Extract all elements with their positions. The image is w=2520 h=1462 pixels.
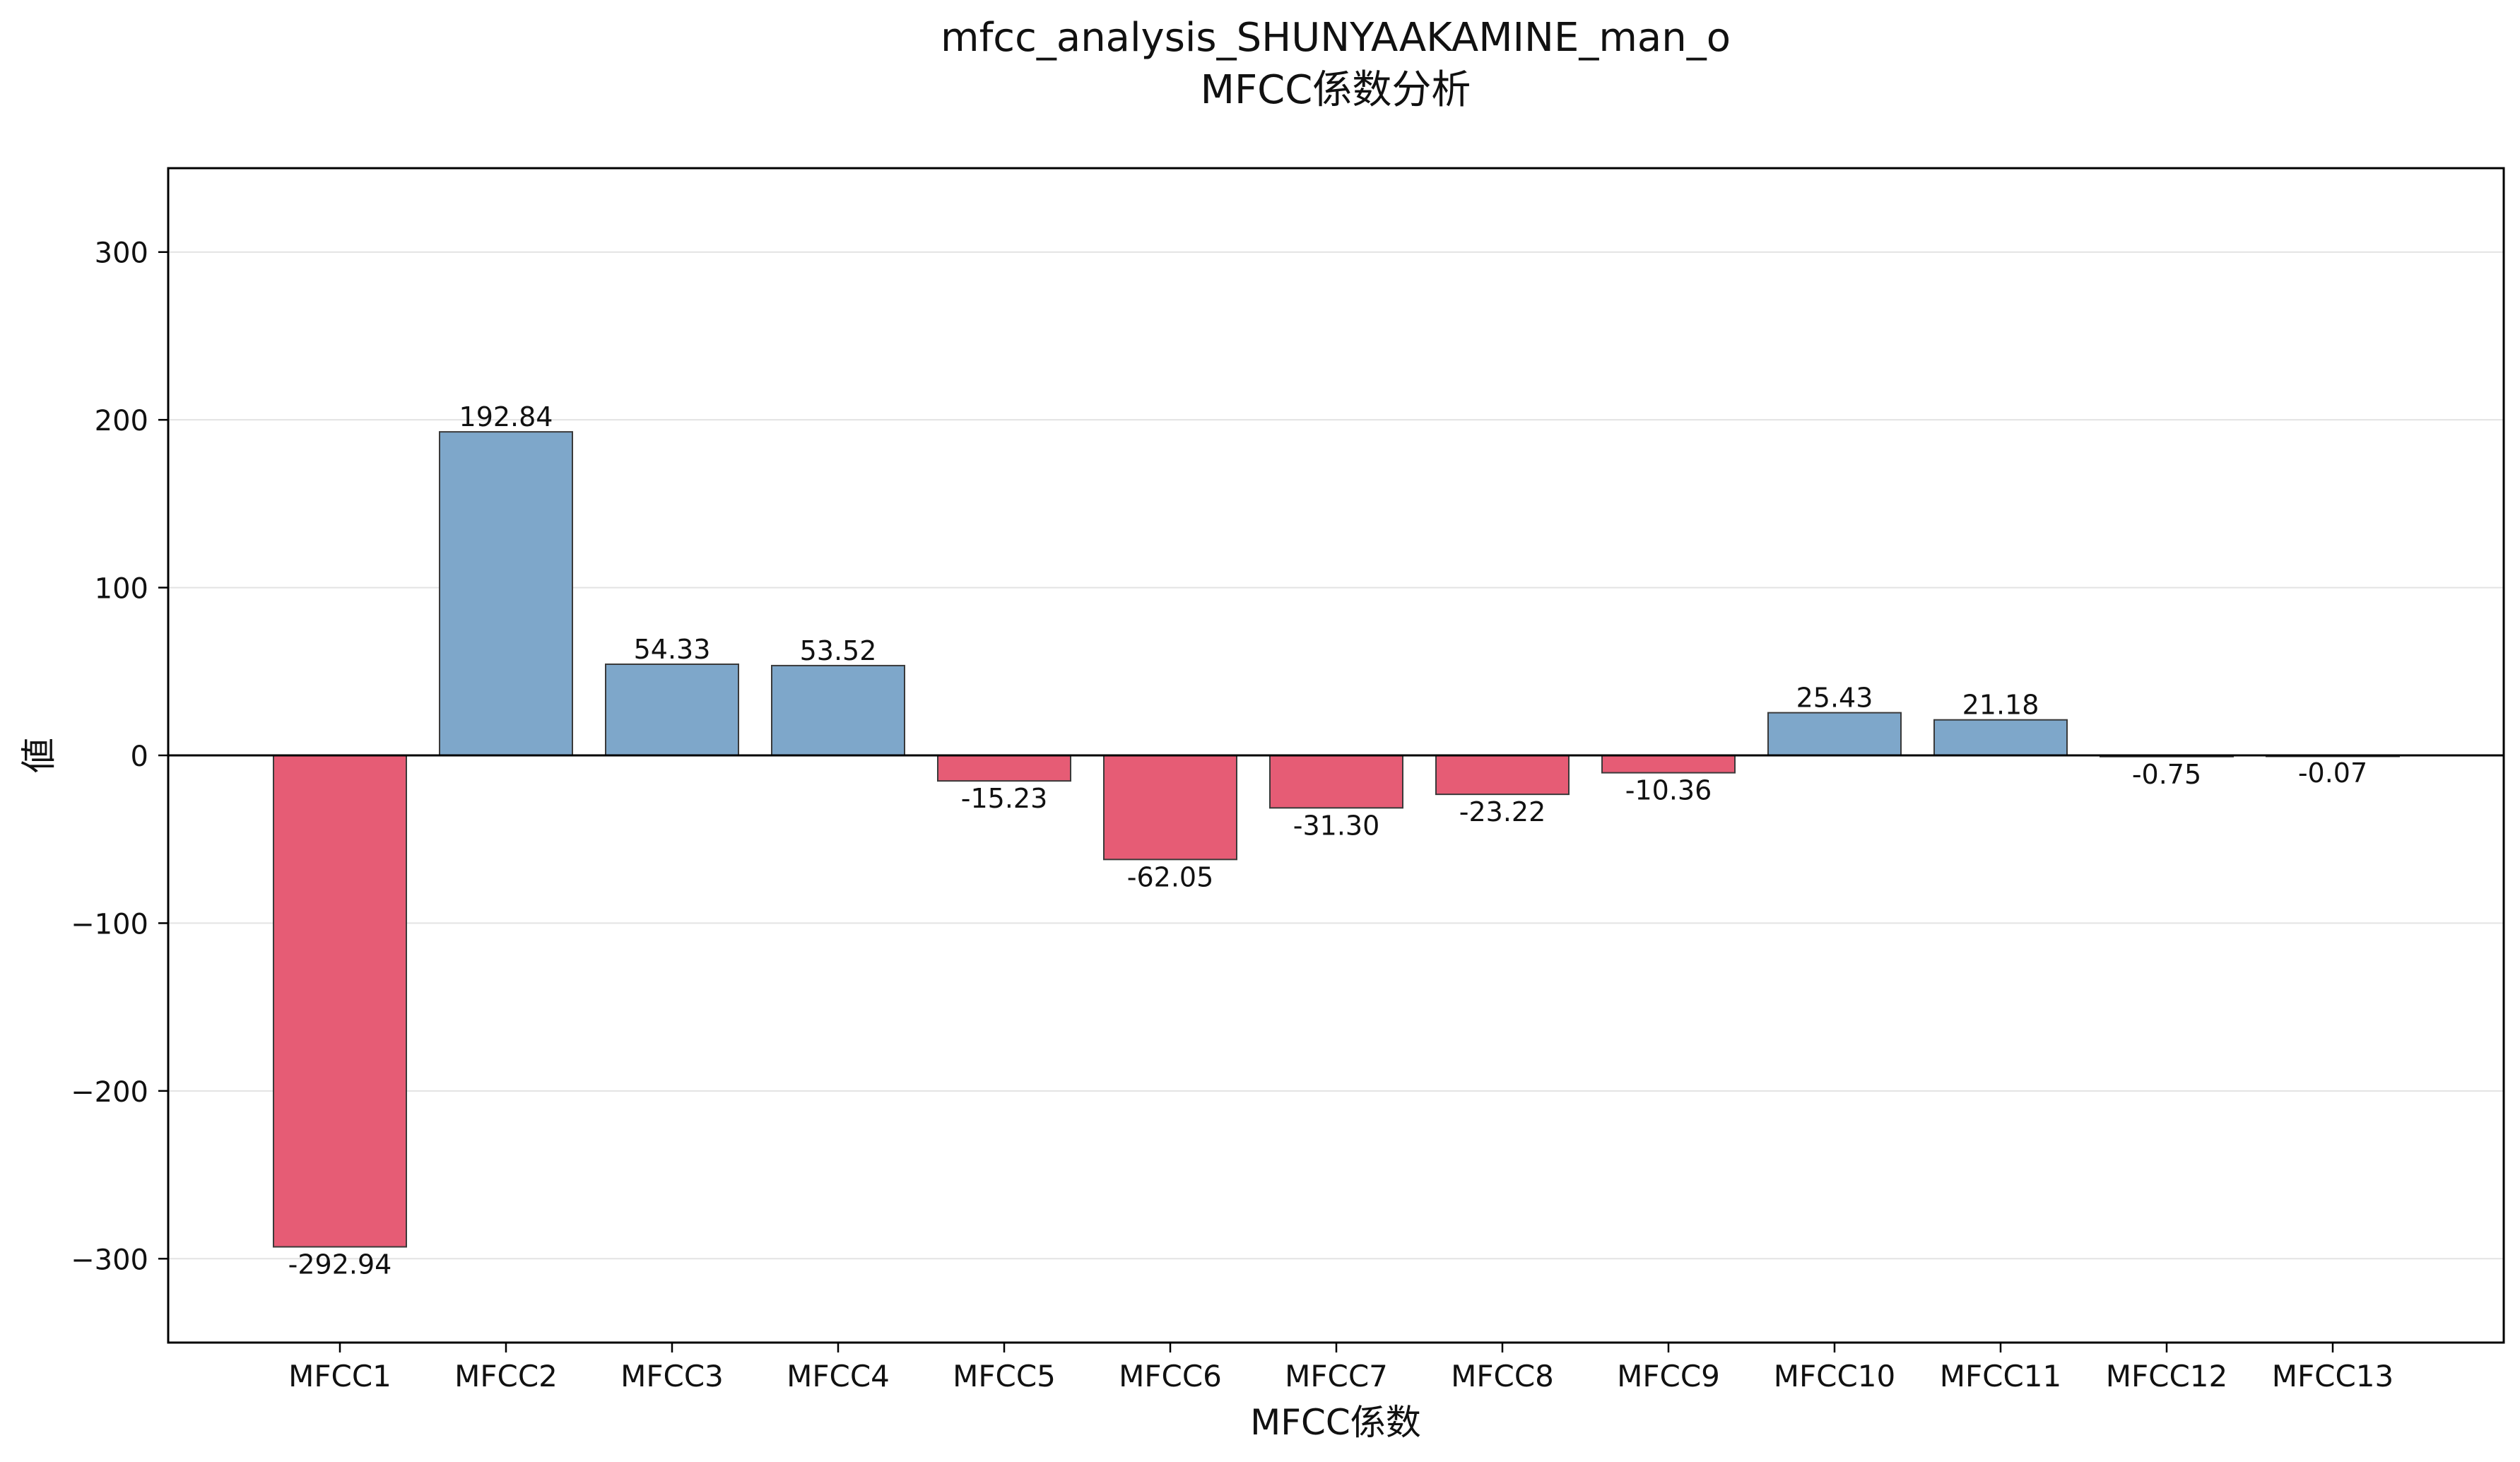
bar-mfcc7 [1269,755,1403,809]
data-label-mfcc3: 54.33 [634,634,711,665]
data-label-mfcc7: -31.30 [1293,810,1380,841]
data-label-mfcc5: -15.23 [961,783,1048,814]
data-label-mfcc10: 25.43 [1796,683,1873,714]
bars [273,431,2400,1248]
y-tick-label: 0 [131,741,148,773]
x-tick-label: MFCC4 [787,1359,890,1393]
y-axis-ticks: 300 200 100 0 −100 −200 −300 [71,237,168,1276]
bar-mfcc10 [1767,712,1902,756]
x-tick-label: MFCC10 [1774,1359,1896,1393]
data-label-mfcc4: 53.52 [800,635,877,666]
y-tick-label: −100 [71,908,148,941]
x-tick-label: MFCC7 [1285,1359,1388,1393]
y-tick-label: 300 [95,237,148,270]
y-tick-label: 100 [95,573,148,606]
y-tick-label: 200 [95,405,148,437]
bar-mfcc5 [937,755,1071,782]
x-tick-label: MFCC5 [953,1359,1056,1393]
chart-subtitle: MFCC係数分析 [1201,67,1471,113]
data-label-mfcc6: -62.05 [1127,861,1214,892]
bar-mfcc3 [605,664,739,757]
plot-frame [167,167,2505,1344]
bar-mfcc11 [1933,719,2068,757]
chart-title: mfcc_analysis_SHUNYAAKAMINE_man_o [941,15,1731,61]
y-tick-label: −300 [71,1244,148,1276]
y-axis-title: 値 [18,738,59,773]
bar-mfcc4 [771,664,905,756]
x-axis-title: MFCC係数 [1250,1402,1421,1443]
bar-mfcc1 [273,755,407,1248]
x-tick-label: MFCC13 [2272,1359,2394,1393]
data-label-mfcc2: 192.84 [459,401,553,432]
bar-mfcc6 [1103,755,1237,861]
data-label-mfcc9: -10.36 [1625,775,1712,806]
x-tick-label: MFCC2 [454,1359,558,1393]
x-tick-label: MFCC3 [620,1359,724,1393]
data-label-mfcc8: -23.22 [1459,796,1546,827]
data-label-mfcc1: -292.94 [288,1249,392,1280]
data-label-mfcc12: -0.75 [2132,759,2201,790]
bar-mfcc9 [1601,755,1736,774]
x-tick-label: MFCC9 [1617,1359,1720,1393]
x-tick-label: MFCC1 [288,1359,391,1393]
data-label-mfcc13: -0.07 [2298,757,2367,789]
x-tick-label: MFCC11 [1940,1359,2062,1393]
x-tick-label: MFCC8 [1451,1359,1554,1393]
data-labels: -292.94 192.84 54.33 53.52 -15.23 -62.05 -31.3… [168,401,2504,1280]
bar-mfcc2 [439,431,573,757]
x-tick-label: MFCC12 [2106,1359,2228,1393]
bar-mfcc8 [1435,755,1570,796]
data-label-mfcc11: 21.18 [1962,690,2039,721]
x-tick-label: MFCC6 [1119,1359,1222,1393]
y-tick-label: −200 [71,1076,148,1109]
x-axis-ticks: MFCC1 MFCC2 MFCC3 MFCC4 MFCC5 MFCC6 MFCC7 MFCC8… [288,1343,2394,1393]
